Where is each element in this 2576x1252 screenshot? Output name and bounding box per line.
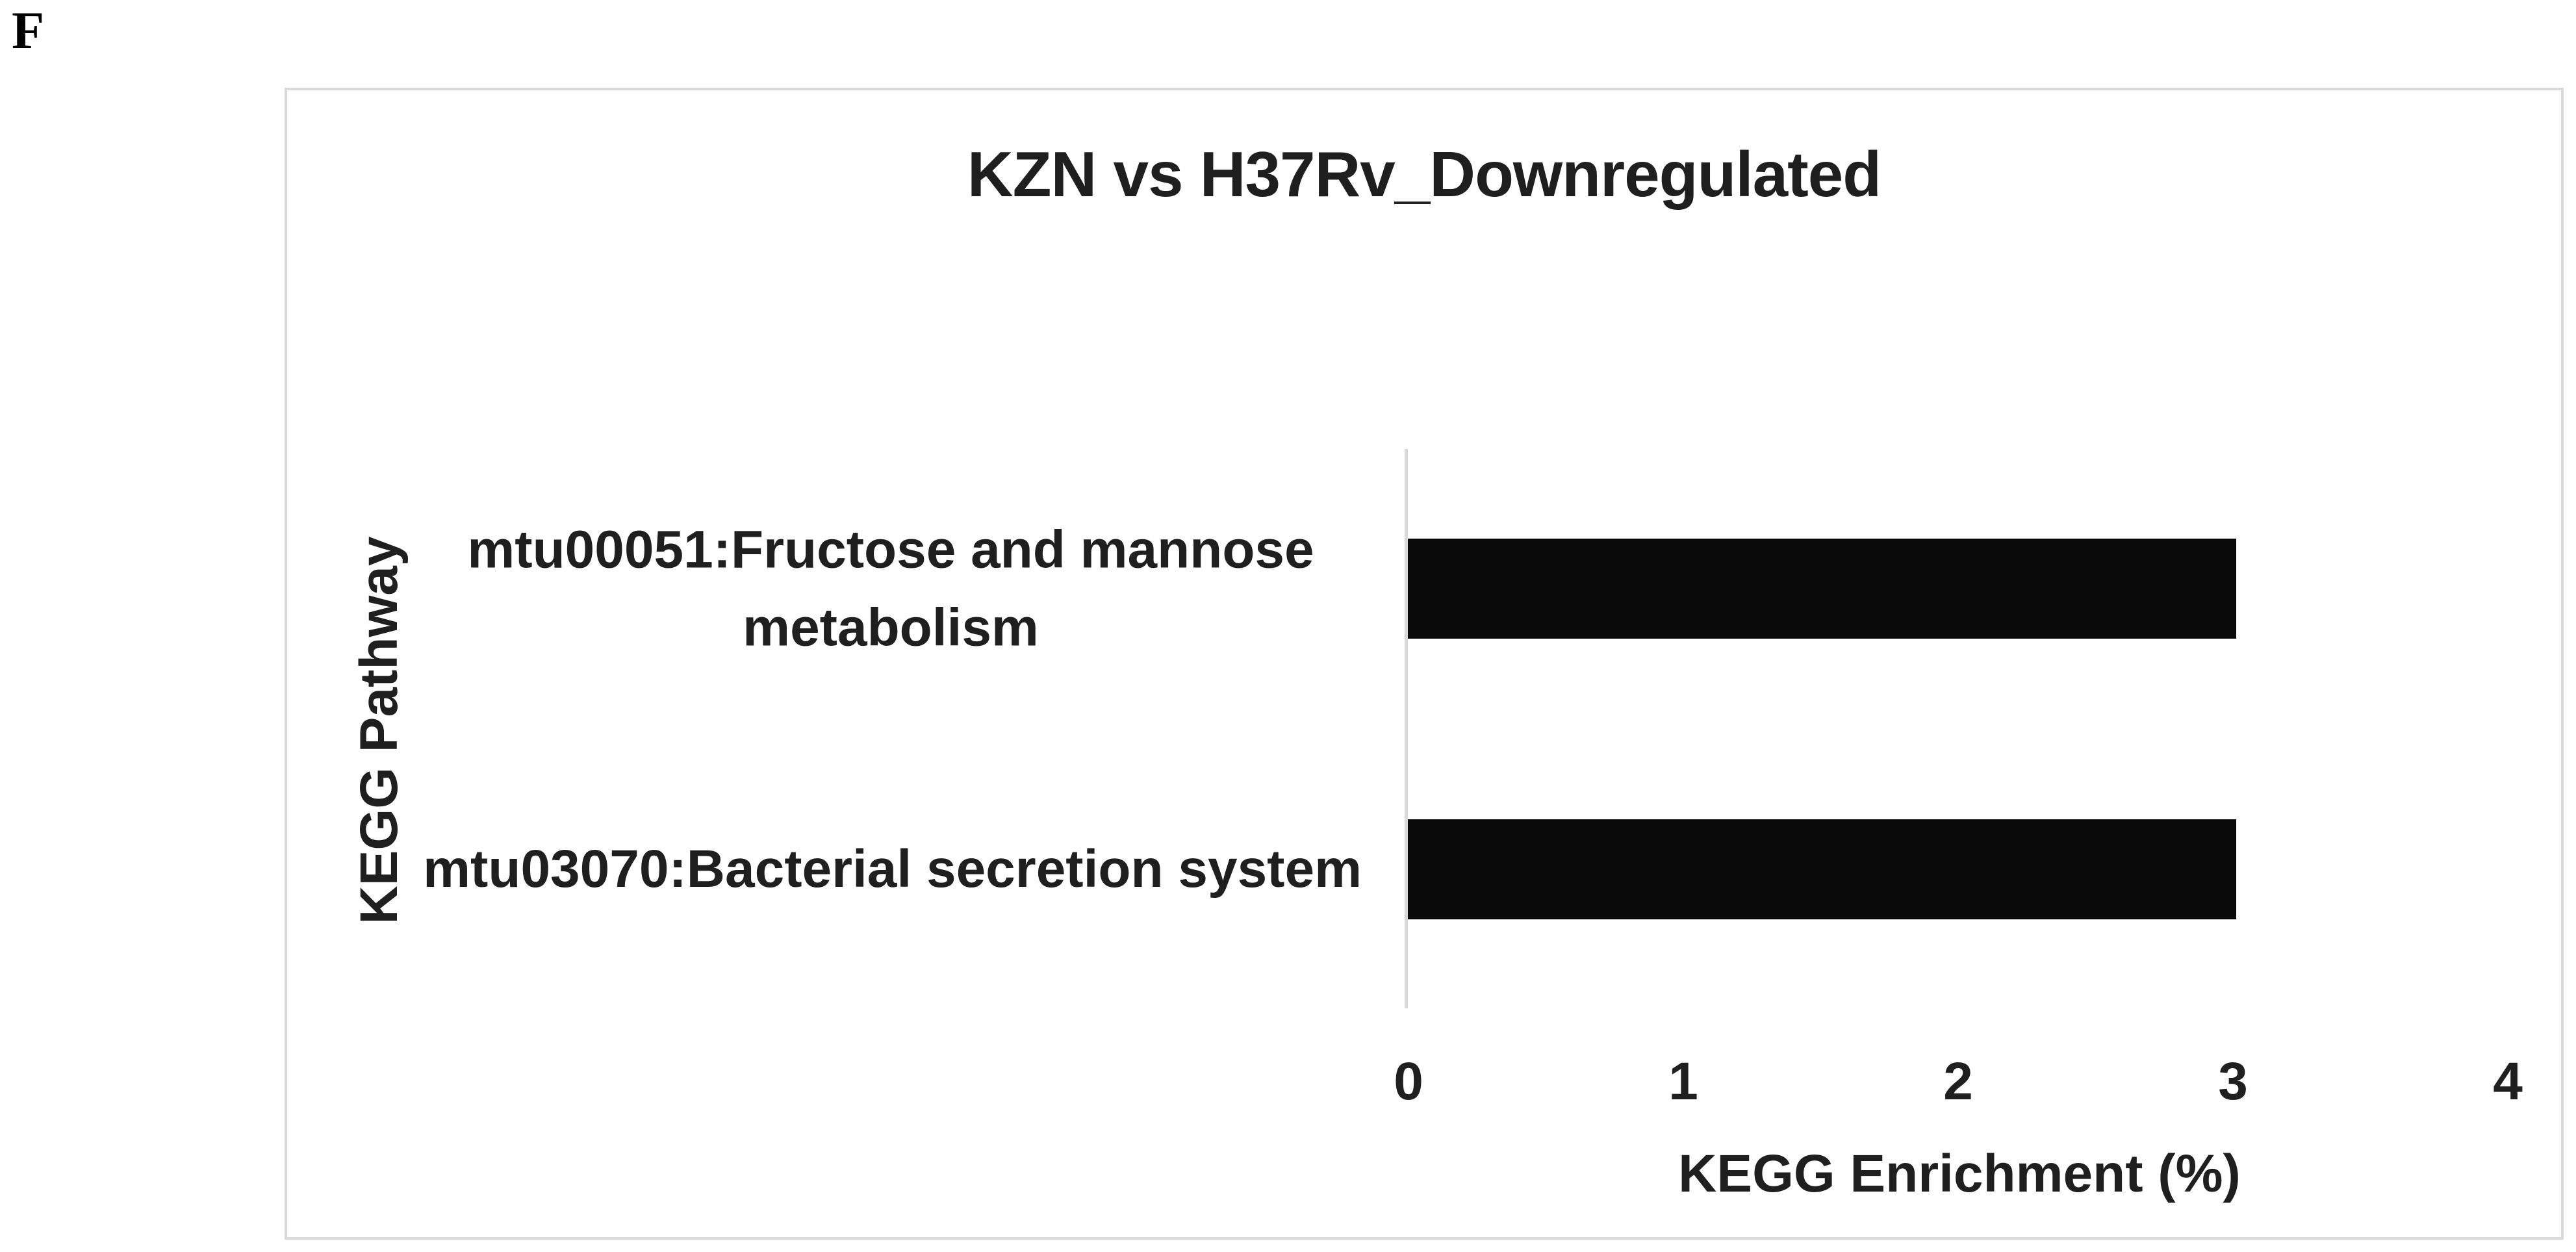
x-tick-label-1: 1 bbox=[1668, 1052, 1698, 1111]
y-axis-title: KEGG Pathway bbox=[350, 536, 409, 925]
bar-1 bbox=[1408, 819, 2236, 919]
category-label-1: mtu03070:Bacterial secretion system bbox=[423, 839, 1362, 899]
category-label-0: mtu00051:Fructose and mannose metabolism bbox=[467, 520, 1314, 657]
panel-label: F bbox=[12, 1, 45, 60]
x-tick-label-4: 4 bbox=[2493, 1052, 2523, 1111]
chart-title: KZN vs H37Rv_Downregulated bbox=[967, 138, 1881, 210]
x-axis-title: KEGG Enrichment (%) bbox=[1678, 1144, 2241, 1203]
x-tick-label-0: 0 bbox=[1394, 1052, 1423, 1111]
bar-0 bbox=[1408, 539, 2236, 639]
x-tick-label-2: 2 bbox=[1943, 1052, 1973, 1111]
category-axis-line bbox=[1405, 449, 1408, 1008]
chart-frame: KZN vs H37Rv_Downregulated KEGG Pathway … bbox=[285, 88, 2564, 1240]
x-tick-label-3: 3 bbox=[2218, 1052, 2248, 1111]
